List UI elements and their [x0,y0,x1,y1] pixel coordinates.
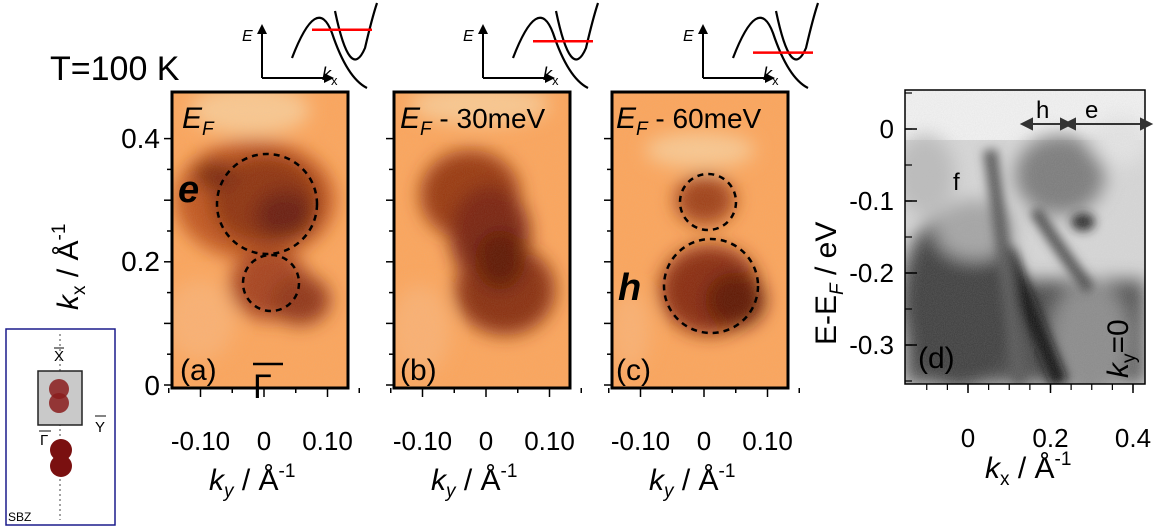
panel-d-y-tick-label: -0.3 [849,330,894,360]
panel-b-map-30mev: EF - 30meV (b) [392,90,572,390]
hole-pocket-label: h [618,267,641,309]
panel-a-tag: (a) [180,354,217,387]
map-x-axis-label: ky / Å-1 [431,461,517,502]
map-x-tick-label: 0.10 [524,426,575,456]
panel-a-fermi-map: EF e (a) Γ [170,90,350,406]
panel-d-x-tick-label: 0.2 [1032,423,1068,453]
map-y-axis-label: kx / Å-1 [49,224,90,310]
sbz-pocket-lower-1 [50,439,72,461]
e-range-arrow [1062,117,1154,131]
panel-d-arpes-cut: 0 -0.1 -0.2 -0.3 0 0.2 0.4 h e f (d) ky=0 [849,89,1154,453]
panel-b-tag: (b) [400,354,437,387]
hole-band-curve [731,16,809,89]
panel-b-title: EF - 30meV [400,102,546,140]
sbz-pocket-upper-2 [49,393,69,413]
panel-d-y-tick-label: -0.1 [849,186,894,216]
schematic-momentum-label: kx [763,64,779,88]
schematic-energy-label: E [683,28,694,45]
electron-band-label: e [1085,97,1098,124]
hole-band-label: h [1036,97,1049,124]
band-schematic-2: Ekx [463,2,600,89]
map-x-axis-label: ky / Å-1 [209,461,295,502]
sbz-x-point: X [54,348,64,365]
hole-band-curve [290,16,368,89]
sbz-label: SBZ [8,510,31,524]
panel-c-tag: (c) [616,354,651,387]
map-x-axis-labels: ky / Å-1 ky / Å-1 ky / Å-1 [209,461,735,502]
panel-c-title: EF - 60meV [616,102,762,140]
electron-pocket-label: e [178,169,199,211]
sbz-y-point: Y [95,419,105,436]
electron-band-curve [333,2,379,61]
panel-d-x-tick-label: 0 [961,423,975,453]
hole-pocket-outline-a [241,253,301,313]
map-axes: 0.4 0.2 0 -0.10 0 0.10 -0.10 0 0.10 -0.10 0 0.10 [121,123,800,456]
schematic-momentum-label: kx [543,64,559,88]
temperature-label: T=100 K [50,50,180,88]
map-x-tick-label: 0.10 [302,426,353,456]
electron-pocket-outline-c [678,172,738,232]
sbz-pocket-upper-1 [49,379,69,399]
electron-band-curve [554,2,600,61]
panel-d-y-tick-label: -0.2 [849,258,894,288]
schematic-momentum-label: kx [322,64,338,88]
map-x-tick-label: 0 [479,426,493,456]
panel-d-x-axis-label: kx / Å-1 [985,449,1071,490]
cut-label: ky=0 [1102,319,1140,378]
map-x-tick-label: 0.10 [742,426,793,456]
panel-a-title: EF [182,102,215,140]
hole-pocket-outline-c [662,237,760,335]
band-schematic-1: Ekx [242,2,379,89]
map-x-axis-label: ky / Å-1 [649,461,735,502]
map-x-tick-label: -0.10 [393,426,452,456]
band-schematic-3: Ekx [683,2,820,89]
map-x-tick-label: -0.10 [611,426,670,456]
hole-band-curve [511,16,589,89]
map-y-tick-label: 0.2 [121,246,160,277]
schematic-energy-label: E [463,28,474,45]
panel-d-y-axis-label: E-EF / eV [810,222,848,345]
map-x-tick-label: 0 [697,426,711,456]
sbz-gamma-point: Γ [40,432,48,449]
panel-d-tag: (d) [918,342,955,375]
map-x-tick-label: -0.10 [171,426,230,456]
electron-pocket-outline-a [215,152,319,256]
gamma-point-label: Γ [253,368,272,406]
sbz-inset: X Γ Y SBZ [5,328,116,526]
panel-d-ticks: 0 -0.1 -0.2 -0.3 0 0.2 0.4 [849,92,1151,453]
panel-c-map-60mev: EF - 60meV h (c) [610,90,790,390]
map-y-tick-label: 0.4 [121,123,160,154]
map-x-tick-label: 0 [257,426,271,456]
panel-d-y-tick-label: 0 [880,114,894,144]
sbz-pocket-lower-2 [50,455,72,477]
panel-d-x-tick-label: 0.4 [1115,423,1151,453]
map-y-tick-label: 0 [144,370,160,401]
electron-band-curve [774,2,820,61]
schematic-energy-label: E [242,28,253,45]
f-band-label: f [953,169,960,196]
